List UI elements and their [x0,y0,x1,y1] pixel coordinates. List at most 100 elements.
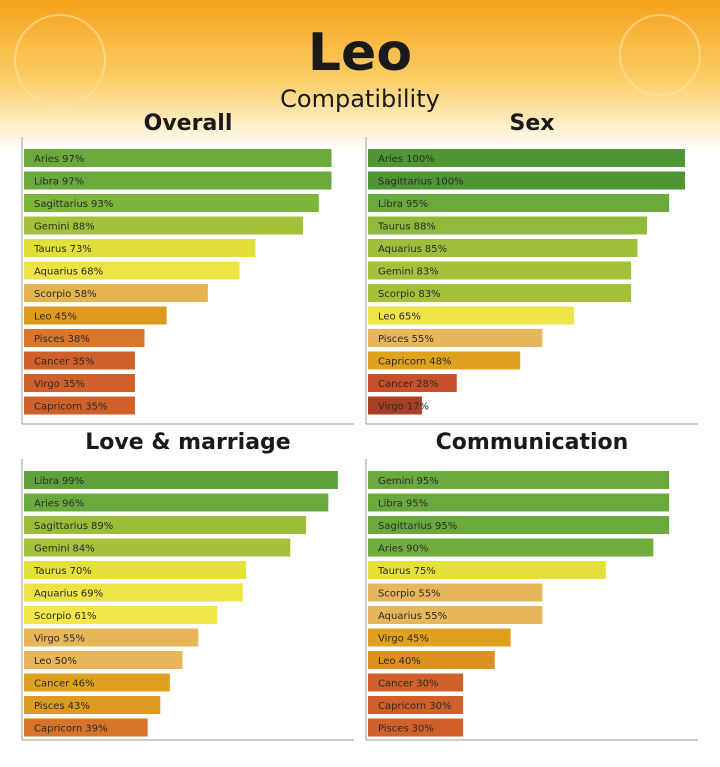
value-label: 88% [414,222,436,233]
category-label: Pisces [34,701,65,712]
value-label: 55% [425,611,447,622]
category-label: Pisces [378,334,409,345]
bar [24,651,183,669]
bar [368,329,543,347]
category-label: Sagittarius [378,521,432,532]
bar [368,538,654,557]
category-label: Aries [378,154,403,165]
bar-label: Pisces 55% [378,334,434,345]
bar [368,673,464,692]
bar-label: Libra 97% [34,177,84,188]
value-label: 45% [407,634,429,645]
category-label: Aquarius [34,267,78,278]
bar [368,561,606,579]
value-label: 30% [429,701,451,712]
value-label: 45% [55,312,77,323]
category-label: Cancer [34,679,70,690]
bar [368,239,638,257]
category-label: Capricorn [34,724,82,735]
header-background [0,0,720,150]
bar [368,516,670,534]
bar-label: Taurus 73% [33,244,92,255]
bar-label: Sagittarius 95% [378,521,457,532]
category-label: Capricorn [378,357,426,368]
value-label: 61% [74,611,96,622]
bar-label: Scorpio 58% [34,289,97,300]
bar-label: Scorpio 55% [378,589,441,600]
value-label: 84% [73,544,95,555]
bar-label: Gemini 83% [378,267,439,278]
value-label: 43% [68,701,90,712]
bar-label: Aquarius 69% [34,589,103,600]
bar [24,194,319,212]
bar [24,396,135,415]
bar [24,329,145,347]
value-label: 30% [412,724,434,735]
value-label: 35% [85,402,107,413]
bar [368,696,464,714]
bar [368,306,575,325]
value-label: 70% [70,566,92,577]
value-label: 30% [416,679,438,690]
category-label: Aries [34,154,59,165]
page-title: Leo [308,23,412,83]
bar-label: Virgo 17% [378,402,429,413]
value-label: 50% [55,656,77,667]
value-label: 97% [62,154,84,165]
category-label: Scorpio [34,289,71,300]
bar [368,171,685,190]
bar-label: Aries 96% [34,499,84,510]
bar-label: Aquarius 55% [378,611,447,622]
category-label: Scorpio [34,611,71,622]
bar [368,628,511,647]
bar [368,396,422,415]
category-label: Scorpio [378,589,415,600]
bar-label: Pisces 43% [34,701,90,712]
category-label: Cancer [378,379,414,390]
value-label: 75% [414,566,436,577]
bar-label: Leo 40% [378,656,421,667]
bar-label: Aquarius 68% [34,267,103,278]
bar [368,374,457,392]
decoration [14,14,106,106]
category-label: Leo [34,656,52,667]
bar [24,374,135,392]
value-label: 46% [72,679,94,690]
bar-label: Sagittarius 89% [34,521,113,532]
decoration [619,14,701,96]
bar-label: Taurus 88% [377,222,436,233]
bar [368,261,632,280]
category-label: Scorpio [378,289,415,300]
bar [24,606,218,624]
category-label: Capricorn [378,701,426,712]
category-label: Cancer [34,357,70,368]
category-label: Libra [34,476,59,487]
value-label: 95% [406,499,428,510]
category-label: Sagittarius [378,177,432,188]
category-label: Taurus [33,566,67,577]
value-label: 68% [81,267,103,278]
category-label: Virgo [34,634,60,645]
bar-label: Aries 97% [34,154,84,165]
bar-label: Capricorn 30% [378,701,451,712]
value-label: 69% [81,589,103,600]
bar [368,351,521,370]
value-label: 89% [91,521,113,532]
category-label: Pisces [378,724,409,735]
bar-label: Scorpio 83% [378,289,441,300]
bar [24,696,161,714]
category-label: Gemini [34,222,70,233]
category-label: Capricorn [34,402,82,413]
value-label: 95% [406,199,428,210]
bar-label: Leo 45% [34,312,77,323]
bar-label: Taurus 70% [33,566,92,577]
bar-label: Cancer 46% [34,679,94,690]
bar [368,493,670,512]
category-label: Cancer [378,679,414,690]
value-label: 85% [425,244,447,255]
category-label: Aquarius [378,611,422,622]
bar-label: Virgo 35% [34,379,85,390]
bar [24,628,199,647]
